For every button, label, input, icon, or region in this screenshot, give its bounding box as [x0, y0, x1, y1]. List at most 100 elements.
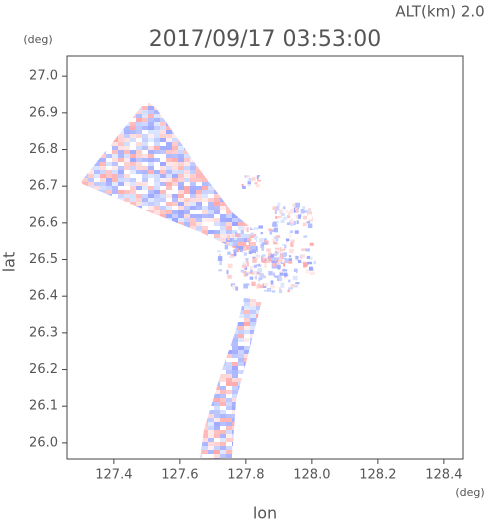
echo-cell	[184, 178, 190, 182]
echo-speck	[273, 278, 279, 283]
echo-cell	[190, 126, 196, 130]
echo-cell	[208, 390, 214, 394]
echo-cell	[178, 434, 184, 438]
echo-cell	[208, 422, 214, 426]
echo-cell	[232, 398, 238, 402]
echo-cell	[220, 294, 226, 298]
echo-cell	[130, 122, 136, 126]
echo-cell	[244, 362, 250, 366]
echo-cell	[244, 414, 250, 418]
echo-cell	[136, 434, 142, 438]
echo-cell	[148, 434, 154, 438]
echo-cell	[136, 366, 142, 370]
echo-cell	[142, 170, 148, 174]
echo-cell	[184, 410, 190, 414]
echo-cell	[142, 126, 148, 130]
echo-cell	[100, 194, 106, 198]
echo-speck	[257, 283, 261, 288]
echo-speck	[299, 255, 303, 258]
echo-cell	[136, 386, 142, 390]
echo-cell	[82, 326, 88, 330]
echo-cell	[124, 354, 130, 358]
echo-cell	[166, 250, 172, 254]
echo-cell	[160, 422, 166, 426]
echo-cell	[154, 101, 160, 102]
echo-cell	[154, 310, 160, 314]
echo-cell	[106, 246, 112, 250]
echo-cell	[124, 158, 130, 162]
echo-cell	[142, 426, 148, 430]
echo-cell	[238, 350, 244, 354]
echo-cell	[190, 366, 196, 370]
echo-cell	[226, 142, 232, 146]
echo-cell	[184, 262, 190, 266]
echo-cell	[184, 186, 190, 190]
echo-cell	[80, 130, 82, 134]
echo-cell	[118, 194, 124, 198]
echo-cell	[80, 126, 82, 130]
echo-cell	[166, 202, 172, 206]
echo-cell	[166, 210, 172, 214]
echo-cell	[100, 434, 106, 438]
echo-cell	[208, 290, 214, 294]
echo-cell	[166, 402, 172, 406]
echo-cell	[160, 186, 166, 190]
echo-cell	[202, 386, 208, 390]
echo-cell	[172, 282, 178, 286]
echo-cell	[220, 350, 226, 354]
echo-cell	[136, 182, 142, 186]
echo-cell	[202, 238, 208, 242]
echo-cell	[154, 370, 160, 374]
echo-cell	[112, 390, 118, 394]
echo-cell	[202, 118, 208, 122]
echo-cell	[80, 202, 82, 206]
echo-speck	[281, 245, 285, 249]
echo-cell	[208, 334, 214, 338]
echo-cell	[208, 150, 214, 154]
echo-cell	[166, 306, 172, 310]
echo-cell	[154, 138, 160, 142]
echo-cell	[232, 294, 238, 298]
echo-cell	[136, 194, 142, 198]
echo-cell	[100, 246, 106, 250]
echo-cell	[220, 342, 226, 346]
echo-cell	[208, 270, 214, 274]
echo-cell	[100, 426, 106, 430]
echo-speck	[265, 260, 271, 263]
echo-cell	[142, 178, 148, 182]
echo-cell	[238, 202, 244, 206]
echo-cell	[112, 154, 118, 158]
echo-cell	[202, 154, 208, 158]
echo-speck	[257, 268, 262, 272]
echo-cell	[184, 114, 190, 118]
echo-cell	[250, 142, 256, 146]
echo-cell	[154, 110, 160, 114]
echo-cell	[250, 234, 256, 238]
echo-cell	[124, 110, 130, 114]
echo-cell	[226, 122, 232, 126]
x-unit: (deg)	[455, 486, 484, 499]
echo-cell	[184, 138, 190, 142]
echo-cell	[166, 194, 172, 198]
echo-cell	[80, 374, 82, 378]
echo-cell	[166, 146, 172, 150]
echo-cell	[166, 138, 172, 142]
echo-cell	[214, 306, 220, 310]
echo-cell	[184, 218, 190, 222]
echo-cell	[80, 190, 82, 194]
echo-cell	[226, 414, 232, 418]
echo-cell	[118, 426, 124, 430]
echo-cell	[244, 210, 250, 214]
echo-cell	[124, 258, 130, 262]
echo-cell	[250, 438, 256, 442]
echo-cell	[226, 214, 232, 218]
echo-cell	[106, 198, 112, 202]
echo-cell	[244, 402, 250, 406]
echo-cell	[130, 250, 136, 254]
echo-cell	[172, 174, 178, 178]
echo-cell	[256, 162, 262, 166]
echo-cell	[160, 430, 166, 434]
echo-cell	[250, 422, 256, 426]
echo-cell	[172, 434, 178, 438]
y-tick-label: 26.7	[29, 179, 58, 194]
